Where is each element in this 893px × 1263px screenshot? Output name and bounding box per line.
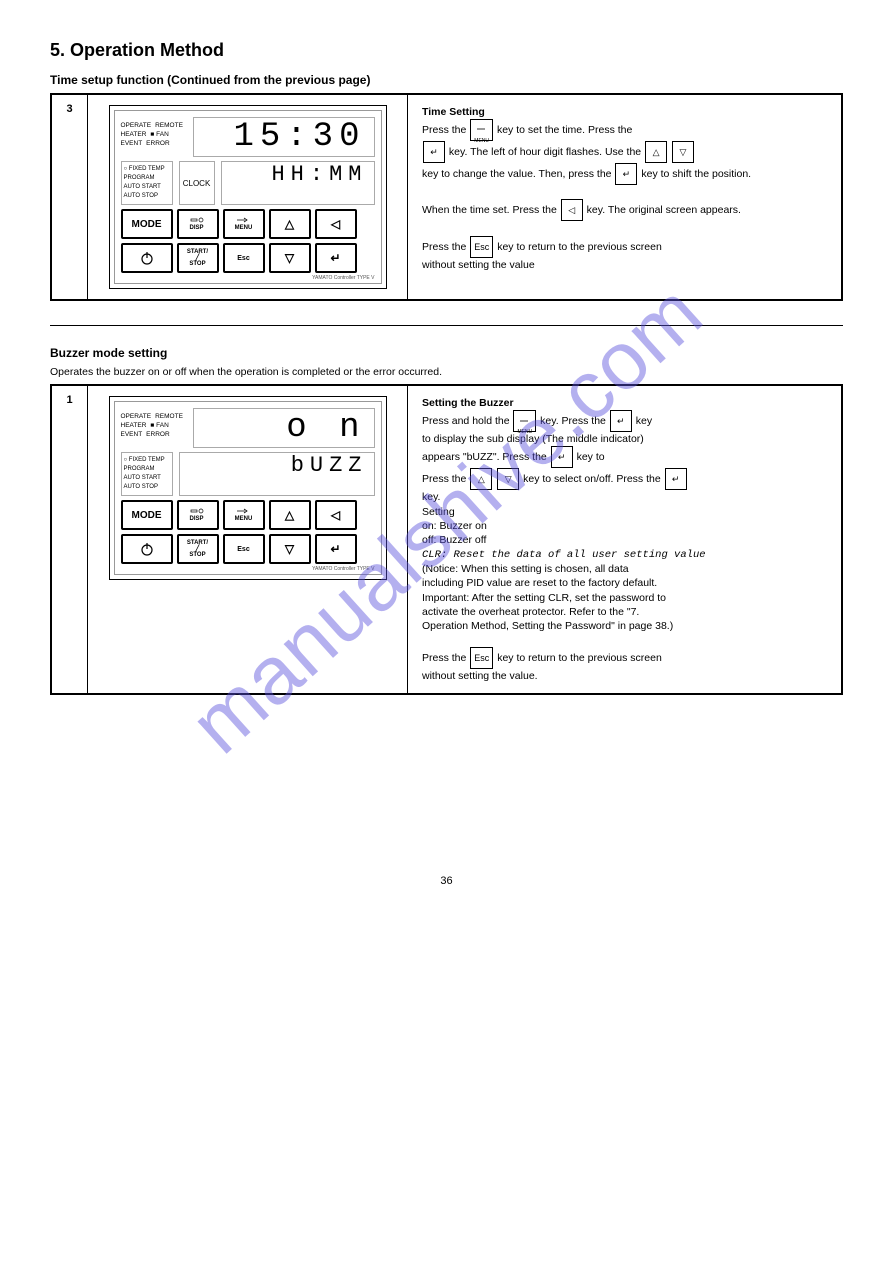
- mode-button[interactable]: MODE: [121, 500, 173, 530]
- startstop-button[interactable]: START/╱STOP: [177, 243, 219, 273]
- section1-subtitle: Time setup function (Continued from the …: [50, 73, 843, 87]
- menu-button[interactable]: MENU: [223, 500, 265, 530]
- main-display: 15:30: [193, 117, 375, 157]
- section2-subtitle: Buzzer mode setting: [50, 346, 843, 360]
- esc-button[interactable]: Esc: [223, 243, 265, 273]
- left-button[interactable]: ◁: [315, 209, 357, 239]
- section2-box: 1 OPERATEREMOTE HEATER■ FAN EVENTERROR o…: [50, 384, 843, 695]
- key-icon: [190, 217, 206, 223]
- enter-key-icon: ↵: [423, 141, 445, 163]
- section2-intro: Operates the buzzer on or off when the o…: [50, 366, 843, 378]
- panel-col: OPERATEREMOTE HEATER■ FAN EVENTERROR 15:…: [88, 95, 408, 299]
- instruction-text: Time Setting Press the MENU key to set t…: [408, 95, 841, 299]
- menu-key-icon: MENU: [513, 410, 536, 432]
- heading: Setting the Buzzer: [422, 397, 514, 409]
- sub-label: CLOCK: [179, 161, 215, 205]
- disp-button[interactable]: DISP: [177, 500, 219, 530]
- enter-key-icon: ↵: [665, 468, 687, 490]
- enter-key-icon: ↵: [610, 410, 632, 432]
- esc-key-icon: Esc: [470, 236, 493, 258]
- mode-list: ○ FIXED TEMP PROGRAM AUTO START AUTO STO…: [121, 452, 173, 496]
- panel-footer: YAMATO Controller TYPE V: [121, 566, 375, 572]
- enter-key-icon: ↵: [615, 163, 637, 185]
- power-button[interactable]: [121, 243, 173, 273]
- up-button[interactable]: △: [269, 500, 311, 530]
- heading: Time Setting: [422, 106, 485, 118]
- esc-key-icon: Esc: [470, 647, 493, 669]
- mode-button[interactable]: MODE: [121, 209, 173, 239]
- controller-panel: OPERATEREMOTE HEATER■ FAN EVENTERROR o n…: [109, 396, 387, 580]
- startstop-button[interactable]: START/╱STOP: [177, 534, 219, 564]
- enter-button[interactable]: ↵: [315, 534, 357, 564]
- doc-title: 5. Operation Method: [50, 40, 843, 61]
- power-icon: [140, 251, 154, 265]
- down-button[interactable]: ▽: [269, 243, 311, 273]
- left-key-icon: ◁: [561, 199, 583, 221]
- enter-button[interactable]: ↵: [315, 243, 357, 273]
- disp-button[interactable]: DISP: [177, 209, 219, 239]
- step-number: 1: [52, 386, 88, 693]
- panel-footer: YAMATO Controller TYPE V: [121, 275, 375, 281]
- up-key-icon: △: [470, 468, 492, 490]
- sub-display: HH:MM: [221, 161, 375, 205]
- up-button[interactable]: △: [269, 209, 311, 239]
- wrench-icon: [235, 217, 249, 223]
- main-display: o n: [193, 408, 375, 448]
- mode-list: ○ FIXED TEMP PROGRAM AUTO START AUTO STO…: [121, 161, 173, 205]
- status-block: OPERATEREMOTE HEATER■ FAN EVENTERROR: [121, 408, 187, 448]
- sub-display: bUZZ: [179, 452, 375, 496]
- instruction-text: Setting the Buzzer Press and hold the ME…: [408, 386, 841, 693]
- power-button[interactable]: [121, 534, 173, 564]
- down-key-icon: ▽: [672, 141, 694, 163]
- panel-col: OPERATEREMOTE HEATER■ FAN EVENTERROR o n…: [88, 386, 408, 693]
- section1-box: 3 OPERATEREMOTE HEATER■ FAN EVENTERROR 1…: [50, 93, 843, 301]
- enter-key-icon: ↵: [551, 446, 573, 468]
- left-button[interactable]: ◁: [315, 500, 357, 530]
- separator: [50, 325, 843, 326]
- power-icon: [140, 542, 154, 556]
- down-key-icon: ▽: [497, 468, 519, 490]
- page-number: 36: [50, 875, 843, 887]
- menu-key-icon: MENU: [470, 119, 493, 141]
- controller-panel: OPERATEREMOTE HEATER■ FAN EVENTERROR 15:…: [109, 105, 387, 289]
- esc-button[interactable]: Esc: [223, 534, 265, 564]
- status-block: OPERATEREMOTE HEATER■ FAN EVENTERROR: [121, 117, 187, 157]
- down-button[interactable]: ▽: [269, 534, 311, 564]
- up-key-icon: △: [645, 141, 667, 163]
- step-number: 3: [52, 95, 88, 299]
- menu-button[interactable]: MENU: [223, 209, 265, 239]
